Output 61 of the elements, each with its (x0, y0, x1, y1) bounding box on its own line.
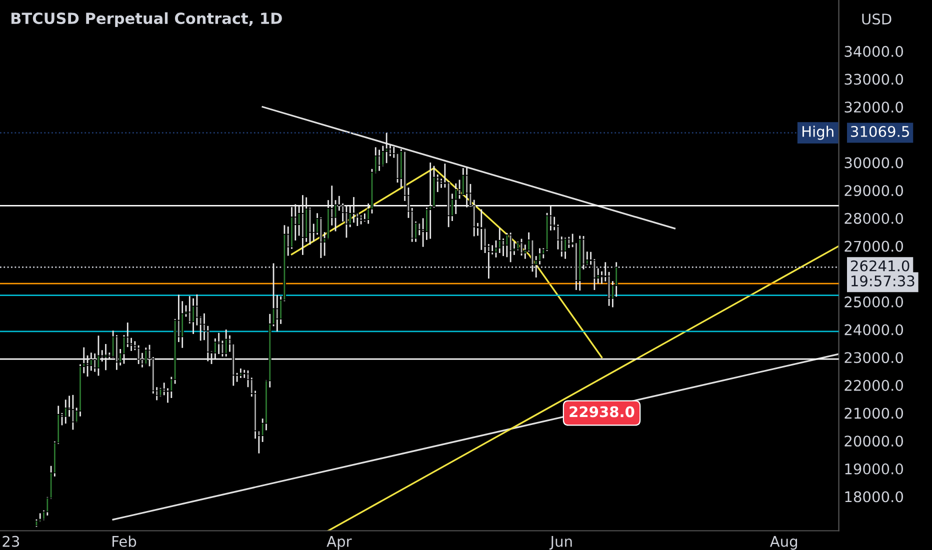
candlestick (564, 236, 567, 260)
y-tick-label: 18000.0 (845, 491, 903, 502)
candlestick (188, 295, 192, 324)
candlestick (428, 162, 432, 240)
candlestick (520, 238, 524, 256)
y-tick-label: 32000.0 (844, 102, 903, 113)
candlestick (224, 328, 228, 358)
y-tick-label: 27000.0 (844, 240, 903, 252)
candlestick (104, 343, 108, 371)
candlestick (93, 352, 96, 373)
y-tick-label: 29000.0 (844, 185, 903, 196)
candlestick (96, 334, 100, 376)
candlestick (137, 344, 140, 365)
y-tick-label: 28000.0 (844, 212, 903, 224)
candlestick (301, 194, 304, 256)
annotation: 31069.5 (851, 126, 909, 137)
candlestick (502, 238, 505, 257)
candlestick (112, 330, 115, 358)
candlestick (298, 205, 301, 236)
annotation: 19:57:33 (852, 275, 914, 286)
candlestick (385, 132, 388, 164)
y-tick-label: 21000.0 (844, 408, 903, 419)
candlestick (498, 227, 502, 254)
candlestick (276, 294, 279, 332)
candlestick (480, 208, 483, 251)
y-tick-label: 25000.0 (844, 296, 903, 308)
y-tick-label: 20000.0 (844, 436, 903, 447)
candlestick (64, 398, 68, 424)
candlestick (458, 179, 462, 200)
candlestick (71, 394, 74, 430)
candlestick (378, 149, 381, 172)
y-tick-label: 19000.0 (845, 463, 903, 474)
candlestick (509, 232, 512, 263)
x-tick-label: Jun (549, 536, 572, 550)
x-tick-label: Feb (112, 536, 136, 547)
y-axis-title: USD (862, 14, 892, 25)
candlestick (192, 298, 195, 335)
x-tick-label: 23 (2, 536, 20, 547)
candlestick (505, 232, 508, 258)
candlestick (308, 206, 312, 246)
y-tick-label: 23000.0 (844, 352, 903, 364)
y-tick-label: 30000.0 (844, 157, 903, 168)
y-tick-label: 24000.0 (844, 324, 903, 336)
annotation: 22938.0 (570, 406, 634, 418)
text: BTCUSD Perpetual Contract, 1D (11, 12, 282, 28)
annotation: 26241.0 (850, 260, 910, 272)
x-tick-label: Apr (326, 536, 352, 550)
ref-line-label: High (802, 126, 834, 140)
candlestick (239, 368, 242, 379)
candlestick (217, 332, 220, 355)
candlestick (144, 346, 148, 366)
y-tick-label: 34000.0 (844, 46, 903, 57)
candlestick (465, 166, 468, 208)
y-tick-label: 33000.0 (844, 74, 903, 85)
candlestick (86, 354, 90, 378)
candlestick (344, 204, 348, 238)
y-tick-label: 22000.0 (844, 380, 903, 391)
x-tick-label: Aug (770, 536, 798, 550)
candlestick (319, 216, 322, 259)
candlestick (567, 236, 570, 249)
candlestick (352, 196, 356, 224)
